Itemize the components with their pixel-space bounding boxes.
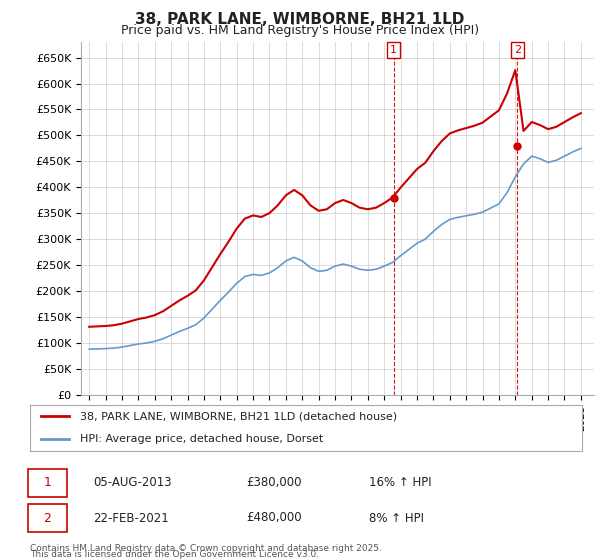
Text: 1: 1 — [43, 476, 52, 489]
Text: 16% ↑ HPI: 16% ↑ HPI — [369, 476, 431, 489]
Text: 8% ↑ HPI: 8% ↑ HPI — [369, 511, 424, 525]
Text: 2: 2 — [43, 511, 52, 525]
Text: 22-FEB-2021: 22-FEB-2021 — [93, 511, 169, 525]
Text: 38, PARK LANE, WIMBORNE, BH21 1LD: 38, PARK LANE, WIMBORNE, BH21 1LD — [136, 12, 464, 27]
Text: This data is licensed under the Open Government Licence v3.0.: This data is licensed under the Open Gov… — [30, 550, 319, 559]
Text: Contains HM Land Registry data © Crown copyright and database right 2025.: Contains HM Land Registry data © Crown c… — [30, 544, 382, 553]
Text: £380,000: £380,000 — [246, 476, 302, 489]
Text: 1: 1 — [390, 45, 397, 55]
Text: 05-AUG-2013: 05-AUG-2013 — [93, 476, 172, 489]
Text: Price paid vs. HM Land Registry's House Price Index (HPI): Price paid vs. HM Land Registry's House … — [121, 24, 479, 37]
Text: HPI: Average price, detached house, Dorset: HPI: Average price, detached house, Dors… — [80, 435, 323, 444]
Text: 38, PARK LANE, WIMBORNE, BH21 1LD (detached house): 38, PARK LANE, WIMBORNE, BH21 1LD (detac… — [80, 412, 397, 421]
Text: £480,000: £480,000 — [246, 511, 302, 525]
Text: 2: 2 — [514, 45, 521, 55]
